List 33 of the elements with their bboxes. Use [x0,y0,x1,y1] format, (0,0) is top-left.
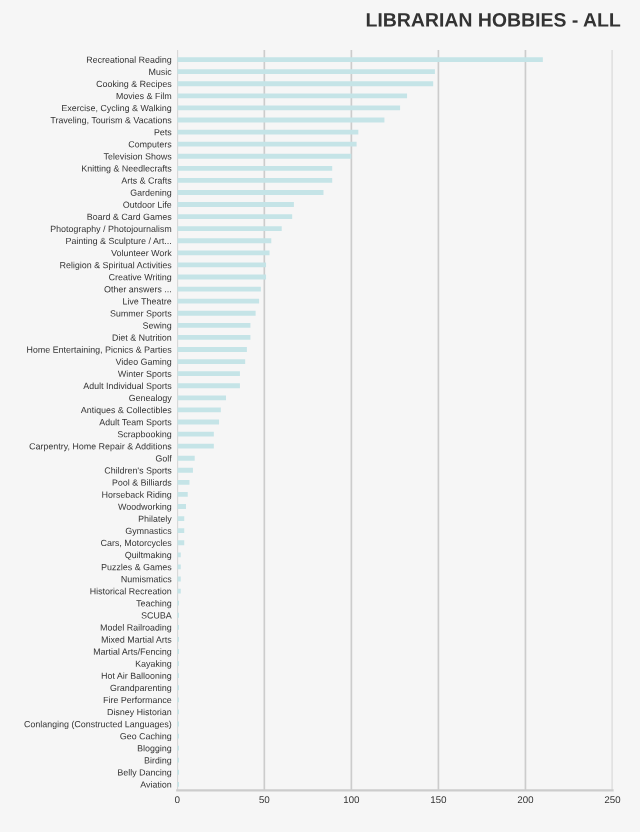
bar [177,105,401,111]
bar [177,141,357,147]
bar [177,81,434,87]
bar [177,250,270,256]
bar [177,310,256,316]
bar [177,322,251,328]
bar [177,190,324,195]
bar [177,479,190,485]
bar [177,286,261,292]
bar [177,443,214,449]
bar [177,214,293,220]
bar [177,504,186,509]
bar [177,492,188,497]
bar [177,455,195,461]
bar [177,57,543,62]
bar [177,395,227,401]
bar [177,359,246,364]
bar [177,153,352,159]
bar [177,467,193,473]
bar [177,335,251,340]
bar [177,383,240,389]
bar [177,69,435,75]
bar [177,93,408,99]
bar [177,407,221,413]
chart-title: LIBRARIAN HOBBIES - ALL [366,12,621,27]
bar [177,347,247,352]
bar [177,202,294,207]
bar [177,238,272,244]
bar [177,177,333,183]
bar [177,371,240,377]
bar [177,226,282,232]
bar [177,298,260,304]
bar [177,165,333,171]
